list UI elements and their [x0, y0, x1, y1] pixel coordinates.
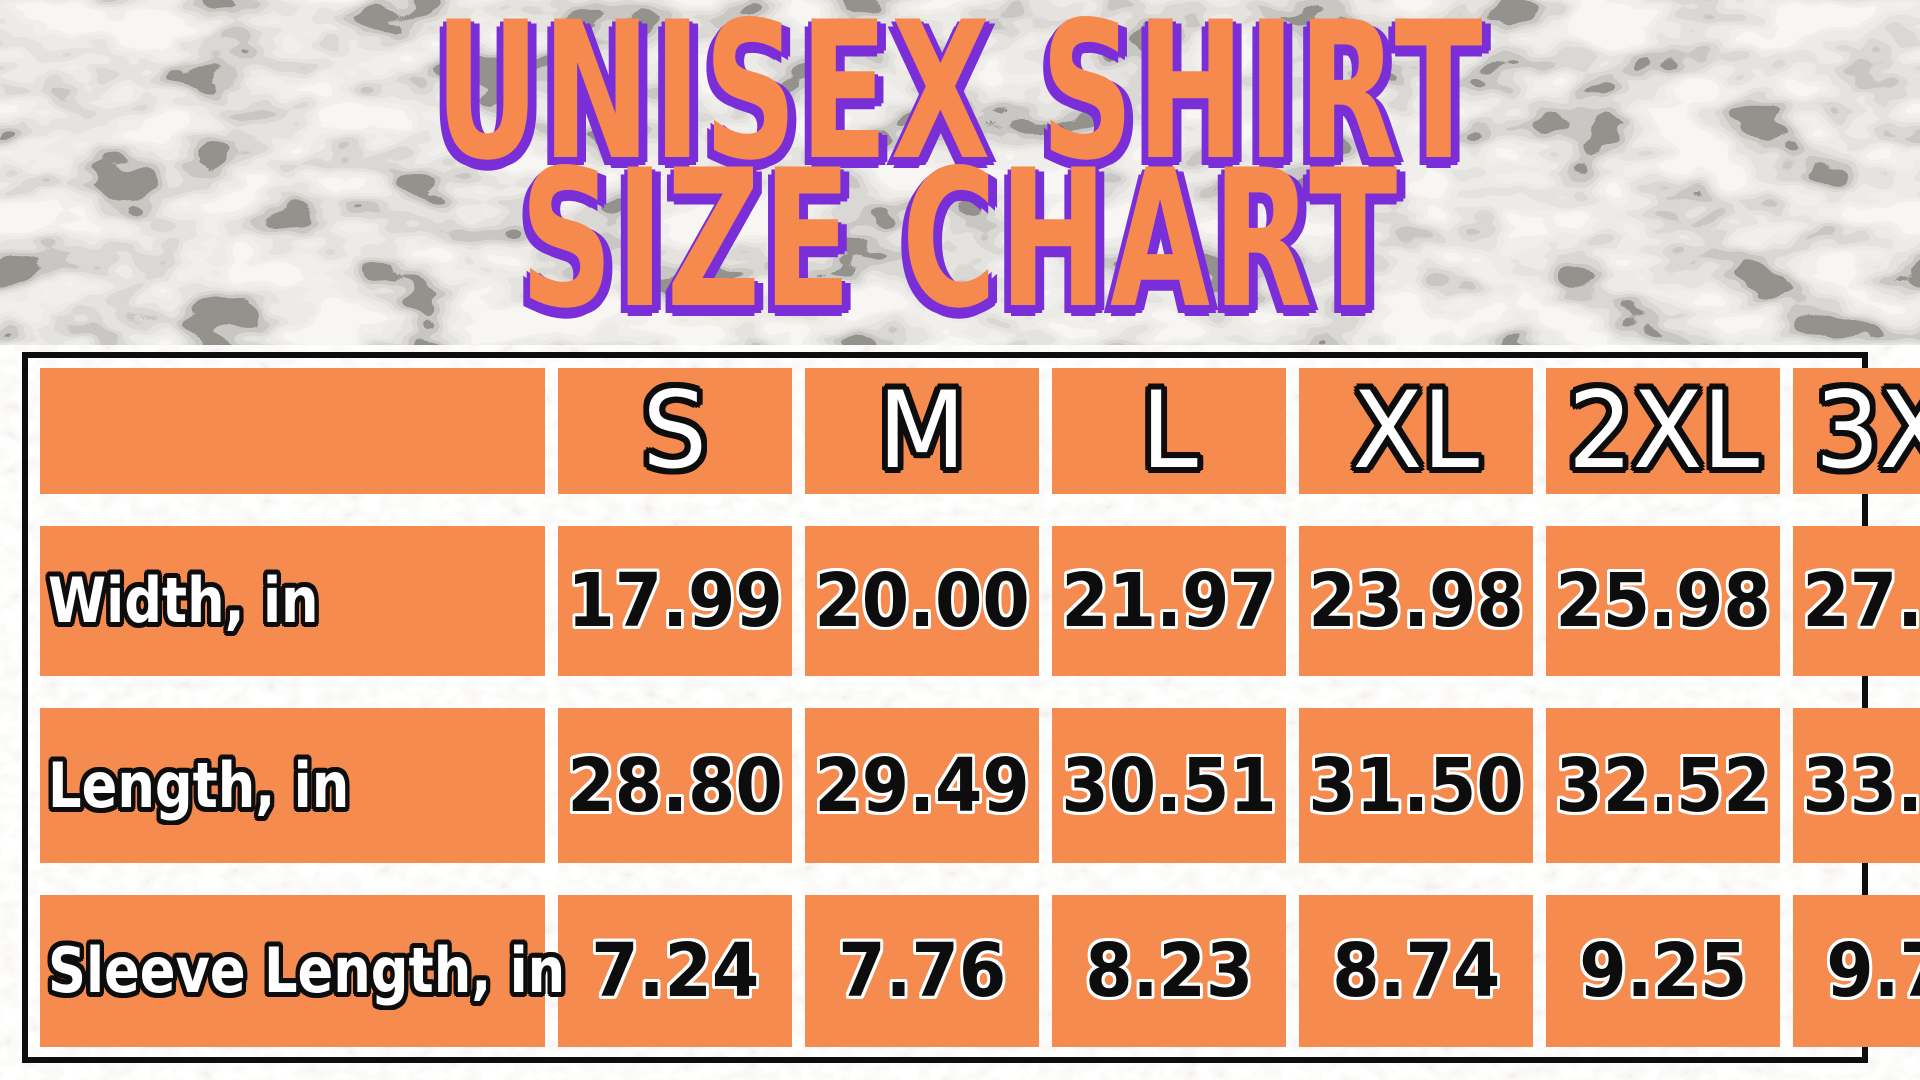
cell-value: 23.98 [1308, 558, 1524, 644]
title-line-1: UNISEX SHIRT [434, 0, 1486, 202]
column-header-m: M [805, 368, 1040, 494]
column-header-3xl: 3XL [1793, 368, 1920, 494]
row-label-length: Length, in [40, 708, 545, 863]
row-label-text: Sleeve Length, in [48, 934, 566, 1007]
value-width-xl: 23.98 [1299, 526, 1534, 676]
value-width-2xl: 25.98 [1546, 526, 1781, 676]
cell-value: 9.76 [1826, 928, 1920, 1014]
value-length-2xl: 32.52 [1546, 708, 1781, 863]
value-width-s: 17.99 [558, 526, 793, 676]
row-label-text: Length, in [48, 748, 350, 822]
value-length-l: 30.51 [1052, 708, 1287, 863]
value-sleeve-3xl: 9.76 [1793, 895, 1920, 1047]
corner-cell [40, 368, 545, 494]
cell-value: 7.24 [591, 928, 760, 1014]
cell-value: 32.52 [1555, 742, 1772, 829]
page-title: UNISEX SHIRT SIZE CHART [0, 0, 1920, 345]
title-line-2: SIZE CHART [519, 129, 1401, 345]
cell-value: 8.23 [1085, 928, 1254, 1014]
cell-value: 29.49 [814, 742, 1030, 829]
cell-value: 28.80 [567, 742, 783, 829]
cell-value: 30.51 [1061, 742, 1277, 829]
column-header-2xl: 2XL [1546, 368, 1781, 494]
size-chart-grid: S M L XL 2XL 3XL Width, in 17.99 20.00 2… [40, 368, 1920, 1047]
value-length-s: 28.80 [558, 708, 793, 863]
row-label-width: Width, in [40, 526, 545, 676]
value-width-l: 21.97 [1052, 526, 1287, 676]
value-length-xl: 31.50 [1299, 708, 1534, 863]
column-header-label: M [878, 369, 967, 492]
value-width-m: 20.00 [805, 526, 1040, 676]
column-header-xl: XL [1299, 368, 1534, 494]
column-header-label: L [1140, 369, 1198, 492]
column-header-label: S [642, 369, 708, 492]
value-sleeve-l: 8.23 [1052, 895, 1287, 1047]
value-sleeve-m: 7.76 [805, 895, 1040, 1047]
title-banner: UNISEX SHIRT SIZE CHART [0, 0, 1920, 345]
column-header-label: 2XL [1567, 369, 1759, 492]
cell-value: 27.99 [1802, 558, 1920, 644]
row-label-sleeve-length: Sleeve Length, in [40, 895, 565, 1047]
column-header-l: L [1052, 368, 1287, 494]
cell-value: 8.74 [1332, 928, 1501, 1014]
value-sleeve-2xl: 9.25 [1546, 895, 1781, 1047]
size-chart-table: S M L XL 2XL 3XL Width, in 17.99 20.00 2… [22, 352, 1920, 1063]
value-length-m: 29.49 [805, 708, 1040, 863]
cell-value: 17.99 [567, 558, 783, 644]
column-header-label: XL [1353, 369, 1480, 492]
cell-value: 33.50 [1802, 742, 1920, 829]
value-width-3xl: 27.99 [1793, 526, 1920, 676]
column-header-s: S [558, 368, 793, 494]
cell-value: 21.97 [1061, 558, 1277, 644]
marble-texture [0, 0, 1920, 345]
value-sleeve-xl: 8.74 [1299, 895, 1534, 1047]
cell-value: 31.50 [1308, 742, 1524, 829]
cell-value: 7.76 [838, 928, 1007, 1014]
cell-value: 25.98 [1555, 558, 1772, 644]
value-length-3xl: 33.50 [1793, 708, 1920, 863]
cell-value: 20.00 [814, 558, 1030, 644]
row-label-text: Width, in [48, 564, 319, 637]
cell-value: 9.25 [1579, 928, 1748, 1014]
value-sleeve-s: 7.24 [558, 895, 793, 1047]
column-header-label: 3XL [1814, 369, 1920, 492]
